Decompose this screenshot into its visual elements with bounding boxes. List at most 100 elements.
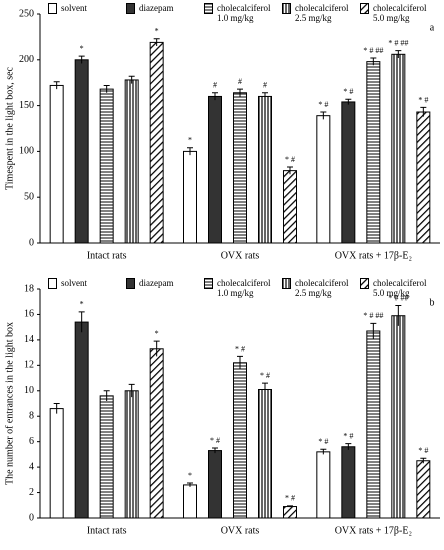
significance-mark: *	[188, 471, 192, 480]
legend-swatch	[126, 3, 135, 14]
significance-mark: *	[80, 44, 84, 53]
significance-mark: * #	[343, 87, 353, 96]
y-tick-label: 0	[29, 512, 34, 523]
bar	[283, 170, 297, 244]
bar	[74, 321, 89, 519]
legend-item: solvent	[48, 278, 126, 298]
error-bar	[212, 92, 218, 101]
bar	[149, 41, 164, 244]
y-tick-label: 4	[29, 461, 34, 472]
significance-mark: * #	[210, 436, 220, 445]
panel-label: b	[430, 297, 435, 308]
error-bar	[395, 50, 402, 58]
bar	[258, 389, 272, 519]
significance-mark: *	[155, 27, 159, 36]
legend-item: cholecalciferol 1.0 mg/kg	[204, 3, 282, 23]
y-axis-label: The number of entrances in the light box	[4, 322, 15, 485]
error-bar	[153, 38, 160, 47]
x-tick-label: OVX rats + 17β-E₂	[335, 250, 412, 261]
error-bar	[420, 106, 427, 117]
bar	[316, 451, 331, 519]
legend-label: solvent	[61, 3, 87, 13]
legend-swatch	[360, 3, 369, 14]
significance-mark: *	[80, 300, 84, 309]
legend-item: cholecalciferol 1.0 mg/kg	[204, 278, 282, 298]
significance-mark: * # ##	[363, 311, 383, 320]
error-bar	[78, 311, 85, 333]
y-tick-label: 8	[29, 411, 34, 422]
bar	[341, 101, 356, 244]
legend-swatch-rect	[204, 278, 213, 289]
legend-label: solvent	[61, 278, 87, 288]
y-axis-label: Timespent in the light box, sec	[4, 66, 15, 190]
legend-swatch-rect	[126, 278, 135, 289]
bar	[233, 362, 247, 519]
bar	[416, 460, 431, 519]
legend-item: solvent	[48, 3, 126, 23]
error-bar	[262, 382, 268, 396]
error-bar	[212, 447, 218, 454]
significance-mark: * #	[285, 494, 295, 503]
bar	[366, 330, 381, 519]
legend-swatch	[48, 3, 57, 14]
legend-swatch	[360, 278, 369, 289]
legend-label: cholecalciferol 2.5 mg/kg	[295, 3, 349, 23]
legend-item: diazepam	[126, 278, 204, 298]
x-tick-label: OVX rats + 17β-E₂	[335, 525, 412, 536]
bar	[149, 348, 164, 519]
bar	[341, 446, 356, 519]
y-tick-label: 50	[24, 191, 34, 202]
error-bar	[345, 98, 352, 105]
legend-label: cholecalciferol 1.0 mg/kg	[217, 3, 271, 23]
significance-mark: *	[155, 329, 159, 338]
significance-mark: * #	[318, 437, 328, 446]
legend: solvent diazepam cholecalciferol 1.0 mg/kg…	[48, 3, 438, 23]
bar	[416, 111, 431, 244]
bar	[391, 315, 406, 519]
chart-b: 0 2 4 6 8 10 12 14 16 18 The number of entrances i…	[4, 283, 440, 536]
legend-item: diazepam	[126, 3, 204, 23]
error-bar	[53, 81, 60, 90]
y-tick-label: 0	[29, 237, 34, 248]
legend-item: cholecalciferol 5.0 mg/kg	[360, 278, 438, 298]
bar	[391, 53, 406, 244]
error-bar	[78, 55, 85, 64]
error-bar	[187, 147, 193, 156]
legend-item: cholecalciferol 5.0 mg/kg	[360, 3, 438, 23]
significance-mark: * #	[418, 446, 428, 455]
y-tick-label: 2	[29, 487, 34, 498]
legend-label: cholecalciferol 5.0 mg/kg	[373, 278, 427, 298]
x-tick-label: Intact rats	[87, 250, 127, 261]
legend-label: cholecalciferol 1.0 mg/kg	[217, 278, 271, 298]
legend-swatch-rect	[282, 3, 291, 14]
y-tick-label: 100	[19, 146, 34, 157]
y-tick-label: 14	[24, 334, 34, 345]
x-tick-label: OVX rats	[221, 525, 260, 536]
x-tick-label: Intact rats	[87, 525, 127, 536]
legend-swatch	[204, 3, 213, 14]
bar	[183, 484, 197, 519]
error-bar	[103, 84, 110, 93]
legend-swatch	[126, 278, 135, 289]
legend-swatch-rect	[282, 278, 291, 289]
bar	[99, 88, 114, 244]
y-tick-label: 150	[19, 100, 34, 111]
error-bar	[262, 92, 268, 101]
error-bar	[237, 88, 243, 97]
y-tick-label: 200	[19, 54, 34, 65]
legend: solvent diazepam cholecalciferol 1.0 mg/kg…	[48, 278, 438, 298]
y-tick-label: 12	[24, 360, 34, 371]
x-tick-label: OVX rats	[221, 250, 260, 261]
legend-item: cholecalciferol 2.5 mg/kg	[282, 3, 360, 23]
significance-mark: #	[263, 81, 267, 90]
bar	[233, 92, 247, 244]
error-bar	[103, 390, 110, 401]
bar	[258, 95, 272, 244]
error-bar	[53, 403, 60, 414]
significance-mark: *	[188, 136, 192, 145]
y-tick-label: 6	[29, 436, 34, 447]
y-tick-label: 250	[19, 8, 34, 19]
chart-a: 0 50 100 150 200 250 Timespent in the light bo…	[4, 8, 440, 261]
legend-swatch-rect	[48, 278, 57, 289]
